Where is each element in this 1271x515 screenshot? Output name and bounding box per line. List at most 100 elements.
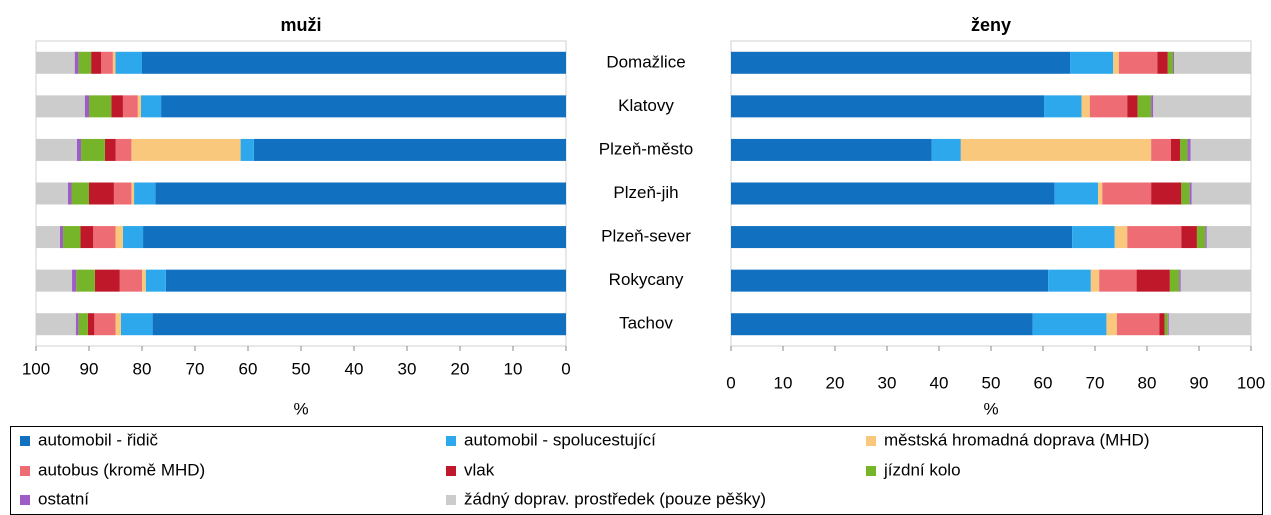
bar-segment	[134, 182, 156, 205]
bar-segment	[74, 51, 79, 74]
bar-segment	[1180, 269, 1251, 292]
bar-segment	[36, 313, 76, 336]
bar-segment	[1190, 138, 1251, 161]
bar-segment	[137, 95, 141, 118]
bar-segment	[1159, 313, 1165, 336]
bar-segment	[87, 313, 95, 336]
x-tick-label: 100	[1237, 373, 1265, 392]
legend-label: automobil - řidič	[38, 430, 158, 449]
legend-swatch	[20, 495, 30, 505]
x-tick-label: 70	[1086, 373, 1105, 392]
bar-segment	[1167, 51, 1173, 74]
bar-segment	[75, 313, 79, 336]
bar-segment	[111, 95, 123, 118]
x-tick-label: 20	[826, 373, 845, 392]
legend-swatch	[20, 466, 30, 476]
bar-segment	[1089, 95, 1128, 118]
bar-segment	[1180, 138, 1188, 161]
bar-segment	[1191, 182, 1251, 205]
bar-segment	[78, 313, 88, 336]
legend-label: vlak	[464, 460, 495, 479]
x-axis-label: %	[293, 399, 308, 418]
legend-label: jízdní kolo	[883, 460, 961, 479]
bar-segment	[93, 226, 116, 249]
bar-segment	[120, 313, 153, 336]
bar-segment	[240, 138, 254, 161]
bar-segment	[94, 313, 116, 336]
category-label: Rokycany	[609, 270, 684, 289]
bar-segment	[1072, 226, 1115, 249]
x-tick-label: 10	[504, 359, 523, 378]
x-tick-label: 10	[774, 373, 793, 392]
bar-segment	[152, 313, 566, 336]
x-tick-label: 70	[186, 359, 205, 378]
x-tick-label: 80	[133, 359, 152, 378]
bar-segment	[140, 95, 162, 118]
bar-segment	[1032, 313, 1107, 336]
bar-segment	[78, 51, 92, 74]
x-tick-label: 50	[292, 359, 311, 378]
bar-segment	[1118, 51, 1158, 74]
bar-segment	[1048, 269, 1091, 292]
bar-segment	[931, 138, 961, 161]
bar-segment	[1187, 138, 1191, 161]
bar-segment	[1099, 269, 1137, 292]
bar-segment	[119, 269, 142, 292]
bar-segment	[101, 51, 113, 74]
bar-segment	[1127, 226, 1182, 249]
bar-segment	[89, 95, 112, 118]
bar-segment	[142, 269, 146, 292]
legend-label: městská hromadná doprava (MHD)	[884, 430, 1149, 449]
bar-segment	[1106, 313, 1117, 336]
bar-segment	[1174, 51, 1251, 74]
legend-swatch	[866, 436, 876, 446]
bar-segment	[1169, 269, 1180, 292]
x-tick-label: 90	[1190, 373, 1209, 392]
bar-segment	[731, 51, 1071, 74]
bar-segment	[1044, 95, 1082, 118]
x-tick-label: 40	[930, 373, 949, 392]
bar-segment	[1151, 138, 1171, 161]
bar-segment	[731, 138, 932, 161]
legend-swatch	[866, 466, 876, 476]
bar-segment	[63, 226, 81, 249]
bar-segment	[1127, 95, 1138, 118]
x-tick-label: 80	[1138, 373, 1157, 392]
bar-segment	[36, 51, 75, 74]
bar-segment	[731, 269, 1049, 292]
category-label: Plzeň-město	[599, 139, 693, 158]
bar-segment	[731, 226, 1073, 249]
category-label: Plzeň-jih	[613, 183, 678, 202]
bar-segment	[731, 313, 1033, 336]
bar-segment	[84, 95, 89, 118]
x-tick-label: 30	[398, 359, 417, 378]
bar-segment	[1137, 95, 1152, 118]
x-tick-label: 90	[80, 359, 99, 378]
bar-segment	[80, 226, 94, 249]
bar-segment	[1164, 313, 1168, 336]
bar-segment	[1153, 95, 1251, 118]
legend-label: žádný doprav. prostředek (pouze pěšky)	[464, 489, 766, 508]
bar-segment	[36, 138, 77, 161]
bar-segment	[104, 138, 116, 161]
bar-segment	[960, 138, 1152, 161]
bar-segment	[113, 182, 132, 205]
bar-segment	[1090, 269, 1100, 292]
bar-segment	[1173, 51, 1175, 74]
bar-segment	[731, 95, 1045, 118]
x-tick-label: 0	[726, 373, 735, 392]
bar-segment	[67, 182, 72, 205]
bar-segment	[1205, 226, 1207, 249]
bar-segment	[1168, 313, 1251, 336]
bar-segment	[36, 182, 68, 205]
bar-segment	[1196, 226, 1206, 249]
legend-label: autobus (kromě MHD)	[38, 460, 205, 479]
bar-segment	[731, 182, 1055, 205]
bar-segment	[1070, 51, 1114, 74]
bar-segment	[76, 269, 95, 292]
bar-segment	[72, 269, 77, 292]
bar-segment	[165, 269, 566, 292]
bar-segment	[115, 313, 121, 336]
bar-segment	[115, 226, 123, 249]
bar-segment	[1113, 51, 1119, 74]
